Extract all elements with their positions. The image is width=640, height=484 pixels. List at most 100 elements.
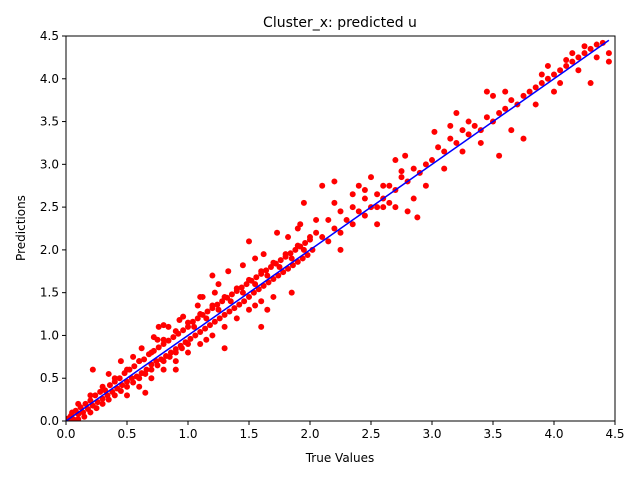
y-tick-label: 0.0: [40, 414, 59, 428]
scatter-point: [429, 157, 435, 164]
y-tick-label: 3.5: [40, 115, 59, 129]
scatter-point: [239, 289, 246, 296]
scatter-point: [246, 238, 252, 245]
scatter-point: [209, 272, 216, 279]
scatter-point: [477, 139, 484, 146]
scatter-point: [258, 298, 265, 305]
scatter-point: [274, 229, 281, 236]
scatter-point: [172, 349, 179, 356]
scatter-point: [532, 84, 539, 91]
scatter-point: [197, 311, 204, 318]
scatter-point: [605, 50, 612, 57]
x-tick-label: 0.0: [56, 427, 75, 441]
scatter-point: [111, 375, 118, 382]
scatter-point: [239, 262, 246, 269]
scatter-point: [569, 58, 576, 65]
scatter-point: [563, 56, 570, 63]
scatter-point: [166, 353, 173, 360]
y-tick-label: 2.5: [40, 200, 59, 214]
scatter-point: [581, 43, 588, 50]
scatter-point: [131, 363, 138, 370]
scatter-point: [199, 293, 206, 300]
scatter-point: [551, 71, 557, 78]
scatter-point: [81, 413, 88, 420]
scatter-point: [282, 251, 289, 258]
scatter-point: [490, 92, 496, 99]
scatter-point: [435, 144, 442, 151]
scatter-point: [246, 306, 252, 313]
scatter-point: [172, 358, 179, 365]
scatter-point: [209, 332, 216, 339]
x-tick-label: 1.0: [178, 427, 197, 441]
scatter-point: [374, 191, 381, 198]
scatter-point: [563, 62, 570, 69]
y-tick-label: 4.5: [40, 29, 59, 43]
scatter-point: [544, 75, 551, 82]
scatter-point: [302, 240, 309, 247]
scatter-point: [325, 216, 332, 223]
scatter-point: [557, 80, 564, 87]
scatter-point: [520, 92, 527, 99]
scatter-point: [160, 341, 167, 347]
scatter-point: [502, 105, 509, 112]
scatter-point: [270, 293, 277, 300]
scatter-point: [557, 67, 564, 74]
scatter-point: [285, 234, 292, 241]
scatter-point: [148, 349, 155, 356]
scatter-point: [172, 366, 179, 373]
scatter-point: [270, 259, 277, 266]
scatter-point: [238, 284, 245, 291]
scatter-point: [300, 199, 307, 206]
scatter-point: [154, 362, 161, 369]
scatter-point: [386, 182, 393, 189]
scatter-point: [538, 71, 545, 78]
y-tick-label: 2.0: [40, 243, 59, 257]
scatter-point: [225, 268, 232, 275]
scatter-point: [194, 302, 201, 309]
scatter-point: [211, 318, 218, 325]
scatter-point: [105, 396, 112, 403]
reference-line: [66, 39, 610, 421]
scatter-point: [355, 182, 362, 189]
scatter-point: [89, 366, 96, 373]
scatter-point: [160, 322, 167, 329]
scatter-point: [392, 204, 399, 211]
scatter-point: [343, 216, 350, 223]
x-tick-label: 3.0: [422, 427, 441, 441]
scatter-point: [142, 370, 149, 377]
scatter-point: [307, 234, 313, 241]
scatter-point: [496, 110, 503, 116]
scatter-point: [287, 250, 294, 257]
scatter-point: [69, 409, 76, 416]
scatter-point: [197, 329, 204, 336]
x-tick-label: 0.5: [117, 427, 136, 441]
scatter-point: [575, 54, 582, 61]
scatter-point: [172, 328, 179, 335]
scatter-point: [215, 281, 222, 288]
scatter-point: [313, 216, 320, 223]
scatter-point: [116, 375, 123, 382]
scatter-point: [361, 195, 368, 202]
scatter-point: [246, 276, 252, 283]
x-axis-ticks: 0.0 0.5 1.0 1.5 2.0 2.5 3.0 3.5 4.0 4.5: [56, 421, 625, 441]
scatter-point: [87, 392, 94, 399]
scatter-point: [236, 301, 243, 308]
scatter-point: [160, 366, 167, 373]
scatter-point: [319, 234, 326, 241]
x-tick-label: 1.5: [239, 427, 258, 441]
x-tick-label: 4.5: [605, 427, 624, 441]
scatter-point: [465, 131, 472, 138]
scatter-point: [374, 204, 381, 211]
scatter-point: [593, 41, 600, 48]
scatter-point: [422, 161, 429, 168]
scatter-point: [148, 366, 155, 373]
scatter-point: [538, 80, 545, 87]
scatter-point: [551, 88, 557, 95]
scatter-point: [402, 152, 409, 159]
scatter-point: [136, 358, 143, 365]
scatter-point: [483, 88, 490, 95]
scatter-point: [380, 204, 387, 211]
scatter-point: [361, 187, 368, 193]
scatter-point: [459, 127, 466, 134]
scatter-point: [263, 267, 270, 274]
